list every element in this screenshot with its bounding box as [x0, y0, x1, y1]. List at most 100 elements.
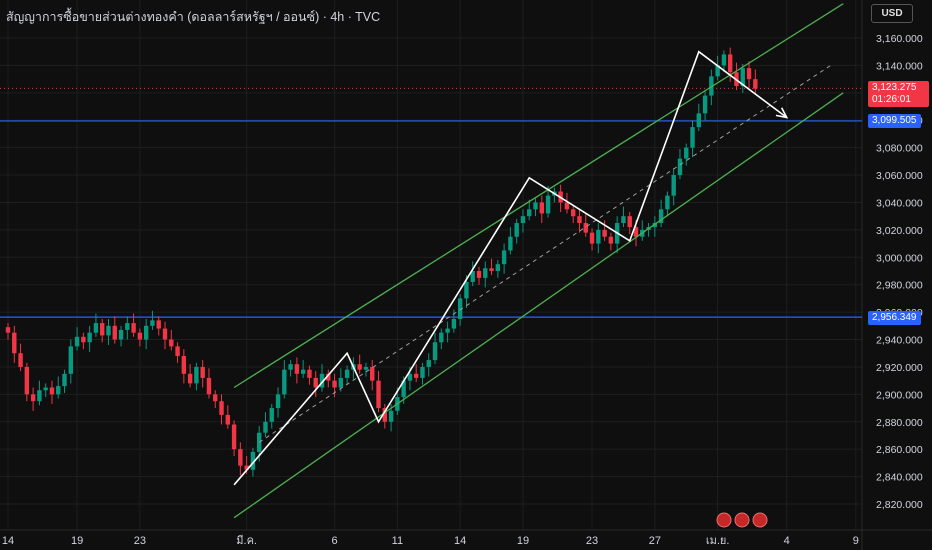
candle-body	[231, 424, 237, 450]
candle-body	[420, 366, 425, 378]
time-tick-label: 27	[649, 535, 661, 547]
candle-body	[357, 364, 362, 370]
candle-body	[194, 366, 199, 384]
currency-button[interactable]: USD	[871, 4, 913, 23]
candle-body	[709, 76, 714, 96]
candle-body	[74, 336, 80, 347]
candle-body	[187, 373, 193, 384]
candle-body	[282, 369, 287, 395]
candle-body	[520, 216, 526, 224]
candle-body	[728, 54, 733, 73]
candle-body	[414, 373, 419, 378]
candle-body	[432, 342, 438, 361]
arrow-head	[775, 107, 789, 119]
candle-body	[81, 336, 86, 343]
candle-body	[24, 366, 30, 395]
time-tick-label: 4	[784, 535, 790, 547]
candle-body	[106, 325, 111, 336]
candle-body	[439, 332, 444, 343]
candle-body	[746, 68, 752, 80]
candle-body	[533, 202, 538, 210]
candle-body	[489, 268, 494, 271]
candle-body	[608, 236, 614, 244]
time-tick-label: 11	[392, 535, 403, 547]
candle-body	[162, 328, 168, 340]
price-tick-label: 2,860.000	[876, 444, 923, 456]
candle-body	[621, 216, 626, 224]
upper-level-tag[interactable]: 3,099.505	[868, 114, 921, 128]
candle-body	[338, 377, 344, 388]
time-tick-label: 9	[853, 535, 859, 547]
economic-events	[716, 512, 768, 528]
candle-body	[269, 408, 274, 422]
candle-body	[49, 387, 55, 395]
candle-body	[326, 373, 331, 381]
candle-body	[470, 271, 475, 282]
time-tick-label: มี.ค.	[236, 534, 257, 547]
candle-body	[137, 332, 143, 340]
trend-drawings	[233, 3, 844, 519]
candle-body	[156, 320, 161, 329]
candle-body	[181, 355, 187, 374]
candle-body	[627, 216, 632, 228]
candle-body	[244, 465, 249, 470]
candle-body	[388, 410, 394, 422]
price-tick-label: 3,040.000	[876, 197, 923, 209]
last-price-value: 3,123.275	[872, 82, 917, 93]
zigzag-pattern-line	[233, 50, 788, 486]
candle-body	[175, 346, 180, 356]
candle-body	[589, 232, 595, 244]
candle-body	[376, 380, 381, 409]
candle-body	[118, 329, 124, 340]
candle-body	[545, 195, 551, 214]
candle-body	[150, 320, 155, 326]
candle-body	[225, 414, 230, 425]
lower-level-tag[interactable]: 2,956.349	[868, 311, 921, 325]
price-tick-label: 3,160.000	[876, 33, 923, 45]
candle-body	[564, 202, 570, 210]
candle-body	[62, 373, 67, 387]
candle-body	[43, 387, 48, 391]
candle-body	[721, 54, 727, 66]
candle-body	[457, 298, 463, 319]
candle-body	[238, 449, 243, 466]
price-tick-label: 3,060.000	[876, 170, 923, 182]
candle-body	[56, 386, 61, 395]
time-tick-label: เม.ย.	[706, 535, 730, 547]
candle-body	[407, 373, 413, 381]
candle-body	[68, 346, 73, 374]
candle-body	[87, 332, 92, 343]
candle-body	[332, 380, 337, 388]
candle-body	[658, 209, 664, 224]
candle-body	[527, 209, 532, 217]
candle-body	[684, 147, 689, 159]
candle-body	[602, 229, 607, 237]
time-tick-label: 19	[517, 535, 529, 547]
price-tick-label: 2,900.000	[876, 389, 923, 401]
bar-countdown: 01:26:01	[872, 94, 911, 105]
us-event-icon	[716, 512, 732, 528]
candle-body	[294, 364, 300, 374]
candle-body	[93, 323, 99, 333]
us-event-icon	[752, 512, 768, 528]
candle-body	[495, 264, 501, 271]
candle-body	[288, 364, 293, 370]
candle-body	[426, 360, 431, 367]
price-tick-label: 3,000.000	[876, 252, 923, 264]
candle-body	[401, 380, 406, 398]
channel-line	[233, 92, 844, 519]
candle-body	[476, 271, 482, 278]
candle-body	[596, 229, 601, 244]
price-tick-label: 2,840.000	[876, 472, 923, 484]
candle-body	[677, 158, 683, 176]
candle-body	[12, 332, 17, 354]
candle-body	[370, 366, 375, 381]
candle-body	[18, 353, 23, 367]
candle-body	[37, 390, 42, 402]
candle-body	[219, 401, 224, 415]
candle-body	[125, 323, 130, 330]
candle-body	[483, 268, 488, 278]
